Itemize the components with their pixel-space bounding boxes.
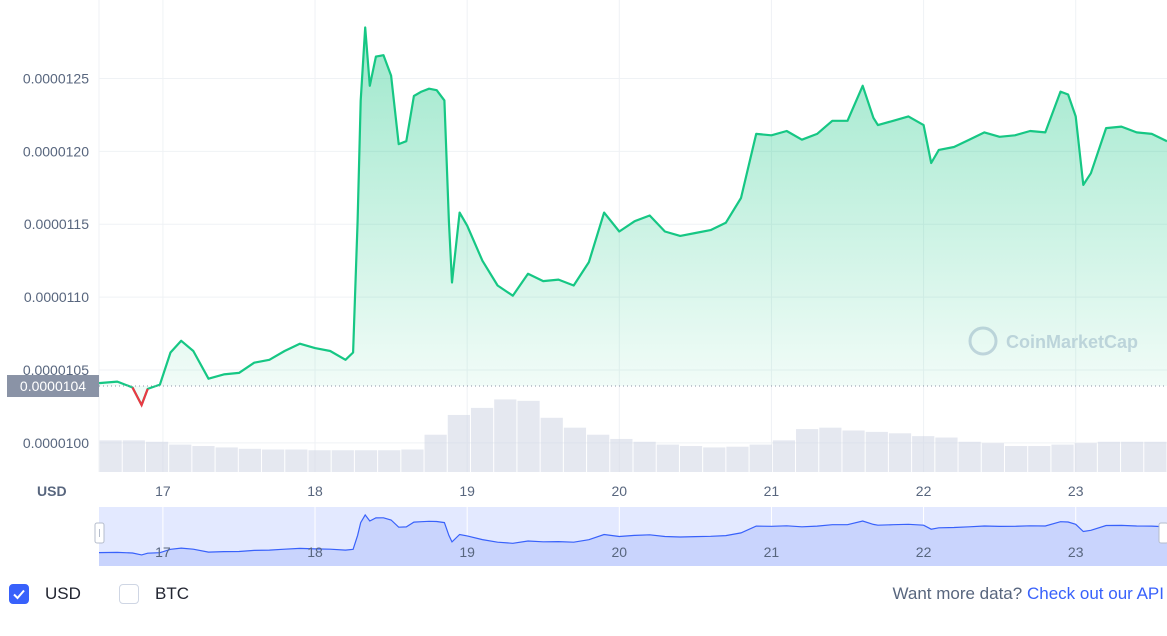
x-tick-label: 23: [1068, 483, 1084, 499]
x-tick-label: 21: [764, 483, 780, 499]
volume-bar: [517, 400, 540, 472]
volume-bar: [1121, 441, 1144, 472]
y-tick-label: 0.0000120: [23, 143, 89, 159]
volume-bar: [749, 444, 772, 472]
more-data-text: Want more data? Check out our API: [892, 584, 1164, 604]
volume-bar: [331, 450, 354, 472]
volume-bar: [703, 447, 726, 472]
volume-bar: [192, 446, 215, 472]
y-tick-label: 0.0000100: [23, 435, 89, 451]
navigator-tick-label: 22: [916, 544, 932, 560]
volume-bar: [958, 441, 981, 472]
navigator-tick-label: 17: [155, 544, 171, 560]
y-tick-label: 0.0000110: [24, 289, 89, 305]
x-tick-label: 22: [916, 483, 932, 499]
y-axis-unit-label: USD: [37, 483, 67, 499]
volume-bar: [122, 440, 145, 472]
volume-bar: [1051, 444, 1074, 472]
volume-bar: [447, 414, 470, 472]
price-line-below-reference[interactable]: [131, 386, 149, 408]
volume-bar: [169, 444, 192, 472]
y-tick-label: 0.0000125: [23, 70, 89, 86]
volume-bar: [308, 450, 331, 472]
btc-checkbox[interactable]: [119, 584, 139, 604]
y-tick-label: 0.0000105: [23, 362, 89, 378]
usd-checkbox[interactable]: [9, 584, 29, 604]
volume-bar: [494, 399, 517, 472]
btc-checkbox-label[interactable]: BTC: [155, 584, 189, 603]
navigator-tick-label: 23: [1068, 544, 1084, 560]
reference-label-box: [7, 375, 99, 398]
navigator-area: [99, 514, 1167, 566]
volume-bar: [912, 436, 935, 472]
price-chart-svg[interactable]: 0.0000125 0.0000120 0.0000115 0.0000110 0.00…: [0, 0, 1167, 575]
volume-bar: [238, 448, 262, 472]
navigator-tick-label: 18: [307, 544, 323, 560]
volume-bar: [1028, 446, 1051, 472]
volume-bar: [772, 440, 796, 472]
volume-bar: [726, 446, 749, 472]
x-tick-label: 18: [307, 483, 323, 499]
volume-bar: [145, 441, 169, 472]
chart-footer: USD BTC Want more data? Check out our AP…: [0, 580, 1167, 610]
navigator-right-handle[interactable]: [1158, 522, 1167, 544]
usd-checkbox-label[interactable]: USD: [45, 584, 81, 603]
price-line[interactable]: [98, 26, 1167, 407]
y-tick-label: 0.0000115: [24, 216, 89, 232]
volume-bar: [865, 431, 888, 472]
volume-bar: [587, 434, 610, 472]
volume-bar: [563, 427, 587, 472]
volume-bar: [401, 449, 424, 472]
navigator-line: [98, 513, 1167, 556]
volume-bar: [424, 434, 447, 472]
volume-bar: [935, 437, 958, 472]
navigator-tick-label: 19: [459, 544, 475, 560]
navigator-tick-label: 21: [764, 544, 780, 560]
volume-bar: [1144, 441, 1167, 472]
volume-bar: [540, 417, 563, 472]
x-tick-label: 17: [155, 483, 171, 499]
api-link[interactable]: Check out our API: [1026, 584, 1164, 603]
volume-bar: [888, 433, 912, 472]
volume-bar: [819, 427, 842, 472]
volume-bar: [1004, 446, 1028, 472]
volume-bar: [1074, 443, 1097, 472]
volume-bar: [285, 449, 308, 472]
volume-bar: [842, 430, 865, 472]
checkmark-icon: [13, 589, 25, 600]
navigator-tick-label: 20: [612, 544, 628, 560]
volume-bar: [633, 441, 656, 472]
volume-bar: [354, 450, 378, 472]
more-data-prompt: Want more data?: [892, 584, 1023, 603]
volume-bar: [656, 444, 679, 472]
volume-bar: [99, 440, 122, 472]
volume-bar: [1097, 441, 1121, 472]
x-tick-label: 19: [459, 483, 475, 499]
volume-bar: [610, 438, 633, 472]
volume-bar: [796, 429, 819, 472]
volume-bar: [378, 450, 401, 472]
volume-bar: [470, 407, 494, 472]
volume-bar: [215, 447, 238, 472]
price-area: [99, 27, 1167, 405]
volume-bar: [679, 446, 703, 472]
volume-bar: [981, 443, 1004, 472]
volume-bar: [262, 449, 285, 472]
reference-label: 0.0000104: [20, 378, 86, 394]
x-tick-label: 20: [612, 483, 628, 499]
